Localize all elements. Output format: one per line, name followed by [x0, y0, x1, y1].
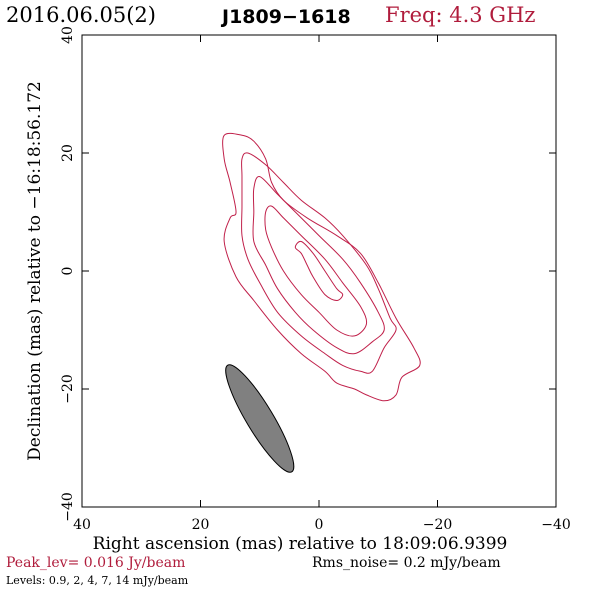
plot-frame	[81, 34, 557, 508]
rms-noise: Rms_noise= 0.2 mJy/beam	[312, 555, 501, 571]
observation-date: 2016.06.05(2)	[6, 3, 156, 27]
y-tick-label-3: 20	[60, 144, 76, 162]
tick-group	[81, 34, 557, 508]
x-tick-label-4: −40	[541, 517, 571, 533]
beam-ellipse	[225, 364, 295, 473]
contour-level-3	[264, 205, 368, 337]
x-tick-label-3: −20	[423, 517, 453, 533]
x-tick-label-0: 40	[73, 517, 91, 533]
contour-level-1	[241, 152, 397, 374]
x-axis-label: Right ascension (mas) relative to 18:09:…	[93, 534, 508, 554]
peak-level: Peak_lev= 0.016 Jy/beam	[6, 555, 185, 571]
y-tick-label-4: 40	[60, 26, 76, 44]
y-tick-label-1: −20	[60, 374, 76, 404]
beam-group	[225, 364, 295, 473]
x-tick-label-1: 20	[192, 517, 210, 533]
y-axis-label: Declination (mas) relative to −16:18:56.…	[25, 81, 45, 461]
y-tick-label-2: 0	[60, 267, 76, 276]
tick-label-group: 40 20 0 −20 −40 −40 −20 0 20 40	[60, 26, 571, 533]
contour-level-2	[252, 176, 385, 355]
y-tick-label-0: −40	[60, 492, 76, 522]
source-name: J1809−1618	[220, 6, 351, 28]
contour-levels: Levels: 0.9, 2, 4, 7, 14 mJy/beam	[6, 574, 189, 587]
x-tick-label-2: 0	[315, 517, 324, 533]
frequency-label: Freq: 4.3 GHz	[385, 3, 535, 27]
contour-level-0	[222, 132, 421, 402]
contour-level-4	[294, 240, 344, 302]
contour-group	[222, 132, 421, 402]
